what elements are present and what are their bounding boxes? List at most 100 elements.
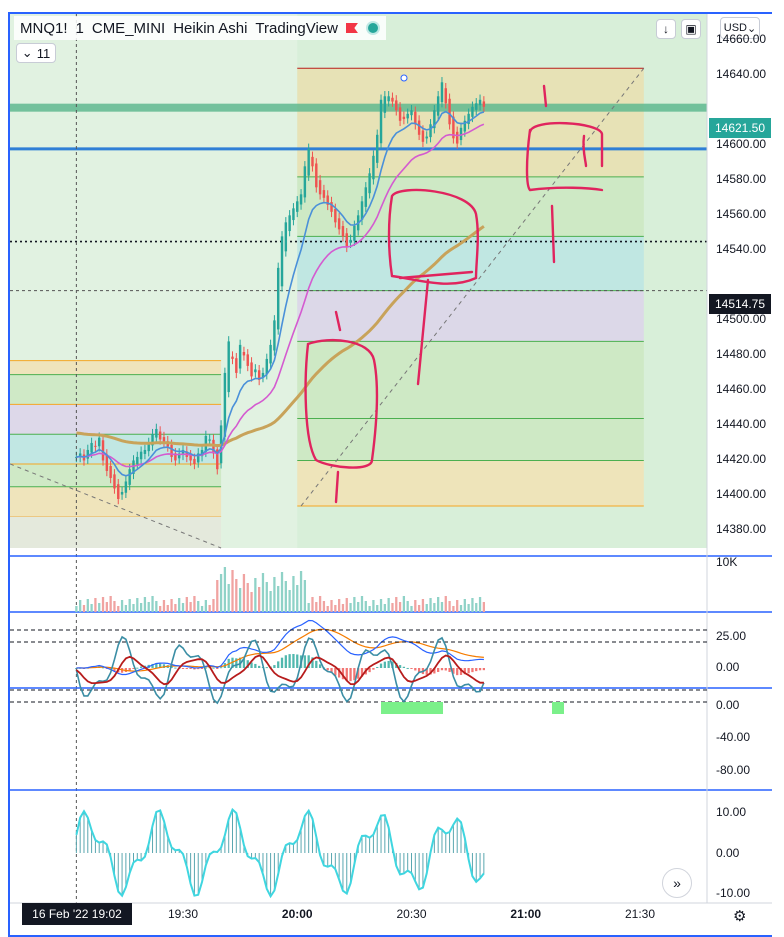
volume-bar	[284, 581, 287, 612]
fib-box-zone	[297, 341, 644, 419]
currency-select[interactable]: USD ⌄	[720, 17, 760, 39]
volume-bar	[410, 606, 413, 612]
volume-bar	[113, 601, 116, 612]
candle-body	[463, 120, 467, 132]
volume-bar	[219, 574, 223, 612]
volume-bar	[299, 571, 303, 612]
macd-histogram-bar	[303, 655, 307, 668]
macd-histogram-bar	[475, 668, 478, 672]
macd-histogram-bar	[246, 660, 249, 668]
macd-histogram-bar	[311, 657, 314, 668]
macd-histogram-bar	[315, 660, 318, 668]
legend-source: TradingView	[255, 19, 338, 37]
volume-bar	[425, 604, 428, 612]
chevron-down-icon: ⌄	[21, 45, 33, 60]
time-tick-label: 20:30	[396, 907, 427, 921]
candle-body	[406, 113, 409, 119]
flag-icon[interactable]	[345, 23, 358, 33]
drawing-annotation	[542, 84, 548, 108]
volume-bar	[433, 603, 436, 612]
volume-bar	[204, 600, 207, 612]
candle-body	[109, 465, 112, 478]
candle-body	[315, 163, 318, 188]
volume-bar	[280, 572, 284, 612]
candle-body	[197, 453, 200, 463]
macd-histogram-bar	[307, 655, 310, 668]
market-status-icon[interactable]	[365, 21, 380, 35]
double-chevron-right-icon: »	[673, 875, 681, 891]
indicators-collapse-button[interactable]: ⌄ 11	[16, 43, 56, 63]
candle-body	[280, 236, 284, 287]
macd-histogram-bar	[398, 665, 402, 668]
candle-body	[436, 96, 440, 116]
legend-symbol[interactable]: MNQ1!	[20, 19, 68, 37]
macd-histogram-bar	[345, 668, 348, 681]
symbol-legend[interactable]: MNQ1! 1 CME_MINI Heikin Ashi TradingView	[14, 16, 386, 40]
volume-bar	[101, 597, 105, 612]
right-margin	[772, 0, 784, 937]
macd-histogram-bar	[265, 667, 268, 669]
volume-bar	[341, 604, 345, 612]
macd-histogram-bar	[75, 668, 78, 669]
alert-marker-icon	[400, 74, 408, 82]
macd-histogram-bar	[459, 668, 463, 675]
candle-body	[90, 442, 93, 453]
oscillator-tick-label: 0.00	[716, 698, 740, 712]
volume-bar	[151, 596, 154, 612]
fib-box-zone	[10, 374, 222, 405]
volume-bar	[376, 605, 379, 612]
currency-label: USD	[723, 22, 747, 34]
drawing-annotation	[550, 204, 556, 264]
volume-bar	[261, 573, 265, 612]
candle-body	[223, 372, 227, 437]
volume-bar	[471, 598, 474, 612]
price-tick-label: 14540.00	[716, 242, 767, 257]
snapshot-button[interactable]: ▣	[681, 19, 701, 39]
price-tick-label: 14500.00	[716, 312, 767, 327]
macd-histogram-bar	[402, 666, 406, 668]
candle-body	[303, 166, 307, 198]
volume-bar	[254, 578, 257, 612]
candle-body	[276, 267, 280, 330]
macd-histogram-bar	[216, 668, 219, 669]
macd-histogram-bar	[193, 668, 196, 670]
macd-histogram-bar	[368, 668, 371, 673]
drawing-annotation	[334, 470, 340, 504]
candle-body	[189, 455, 192, 461]
volume-bar	[360, 596, 364, 612]
candle-body	[425, 136, 428, 139]
macd-histogram-bar	[288, 654, 291, 668]
candle-body	[257, 370, 261, 380]
gear-icon[interactable]: ⚙	[733, 908, 747, 925]
macd-histogram-bar	[242, 658, 246, 668]
drawing-annotation	[582, 134, 588, 168]
candle-body	[117, 484, 120, 499]
volume-bar	[417, 605, 421, 612]
volume-bar	[258, 587, 261, 612]
candle-body	[459, 127, 463, 141]
candle-body	[471, 106, 474, 117]
candle-body	[124, 481, 128, 493]
volume-bar	[277, 586, 280, 612]
volume-bar	[330, 600, 333, 612]
scroll-to-realtime-button[interactable]: »	[662, 868, 692, 898]
arrow-down-icon: ↓	[663, 22, 669, 36]
candle-body	[402, 116, 406, 120]
volume-bar	[120, 600, 124, 612]
volume-bar	[147, 602, 150, 612]
macd-histogram-bar	[162, 664, 166, 668]
candle-body	[440, 82, 444, 103]
candle-body	[235, 358, 238, 373]
fib-box-zone	[10, 486, 222, 517]
candle-body	[261, 372, 265, 378]
macd-histogram-bar	[318, 664, 322, 668]
candle-body	[311, 156, 314, 167]
candle-body	[383, 96, 387, 113]
candle-body	[246, 354, 249, 366]
macd-histogram-bar	[250, 662, 253, 668]
download-button[interactable]: ↓	[656, 19, 676, 39]
candle-body	[475, 103, 478, 110]
last-price-band	[10, 103, 707, 112]
drawing-annotation	[334, 310, 342, 332]
